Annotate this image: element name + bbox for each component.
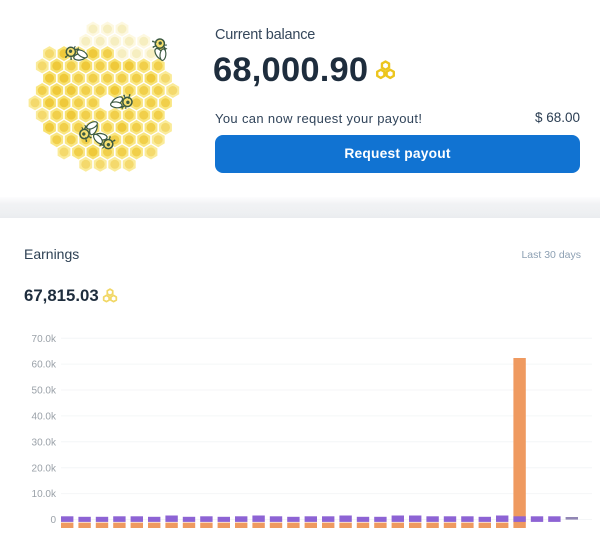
svg-text:20.0k: 20.0k — [32, 463, 57, 474]
svg-text:70.0k: 70.0k — [32, 334, 57, 345]
svg-text:30.0k: 30.0k — [32, 437, 57, 448]
svg-text:50.0k: 50.0k — [32, 386, 57, 397]
svg-text:0: 0 — [50, 515, 56, 526]
svg-text:10.0k: 10.0k — [32, 489, 57, 500]
svg-text:40.0k: 40.0k — [32, 412, 57, 423]
svg-text:60.0k: 60.0k — [32, 360, 57, 371]
